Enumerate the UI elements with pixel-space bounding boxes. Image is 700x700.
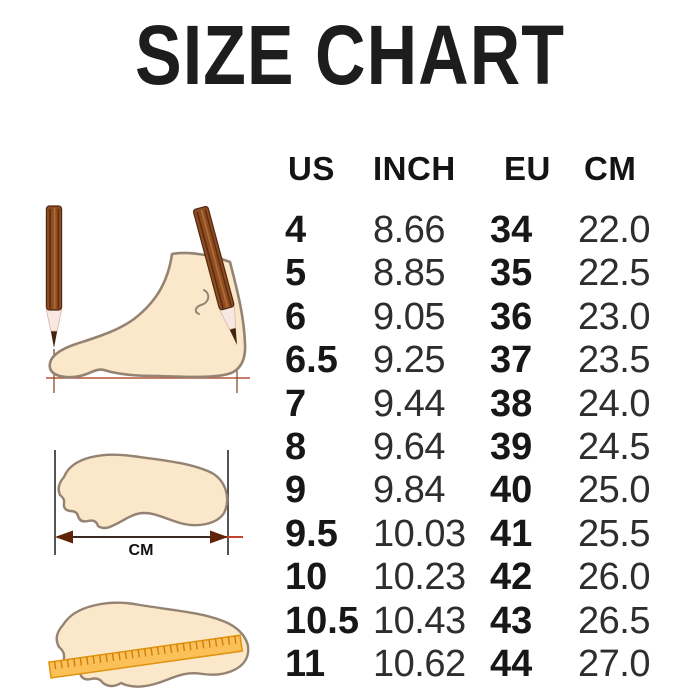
- table-row: 6 9.05 36 23.0: [285, 296, 685, 339]
- cell-cm: 26.0: [578, 556, 650, 599]
- table-row: 10.5 10.43 43 26.5: [285, 600, 685, 643]
- cell-inch: 9.25: [373, 339, 445, 382]
- table-row: 5 8.85 35 22.5: [285, 252, 685, 295]
- footprint-shape: [57, 453, 229, 530]
- foot-sole-ruler-icon: [25, 597, 275, 700]
- cell-inch: 8.66: [373, 209, 445, 251]
- page-title: SIZE CHART: [135, 8, 565, 102]
- cell-cm: 24.0: [578, 382, 650, 425]
- cell-eu: 36: [490, 295, 533, 338]
- cell-cm: 25.5: [578, 512, 650, 555]
- size-table: US INCH EU CM 4 8.66 34 22.0 5 8.85 35 2…: [285, 145, 685, 686]
- cell-inch: 10.62: [373, 642, 466, 685]
- header-us: US: [288, 150, 335, 187]
- cell-us: 11: [285, 642, 326, 685]
- cell-cm: 22.5: [578, 252, 650, 295]
- cell-cm: 22.0: [578, 209, 650, 251]
- foot-side-pencil-measure-icon: [8, 186, 284, 398]
- table-row: 9.5 10.03 41 25.5: [285, 513, 685, 556]
- ankle-line: [194, 289, 210, 315]
- arrow-head-left: [55, 530, 73, 544]
- ruler-band: [48, 634, 244, 679]
- ruler-icon: [48, 634, 244, 679]
- table-row: 9 9.84 40 25.0: [285, 469, 685, 512]
- foot-sole-cm-arrow-icon: CM: [20, 443, 255, 568]
- cell-us: 6.5: [285, 339, 338, 382]
- foot-side-shape: [48, 251, 247, 379]
- cell-inch: 10.23: [373, 556, 466, 599]
- cell-eu: 41: [490, 512, 533, 555]
- cell-eu: 42: [490, 556, 533, 599]
- cell-cm: 24.5: [578, 425, 650, 468]
- cell-us: 10: [285, 556, 328, 599]
- cell-us: 4: [285, 209, 307, 251]
- cell-us: 7: [285, 382, 307, 425]
- foot-cm-svg: CM: [54, 450, 243, 559]
- cell-eu: 43: [490, 599, 533, 642]
- table-header-row: US INCH EU CM: [285, 145, 685, 193]
- cell-us: 5: [285, 252, 307, 295]
- cell-us: 9: [285, 469, 307, 512]
- cm-label: CM: [129, 542, 154, 559]
- cell-inch: 9.84: [373, 469, 445, 512]
- cell-us: 6: [285, 295, 307, 338]
- arrow-head-right: [210, 530, 228, 544]
- cell-inch: 9.64: [373, 425, 445, 468]
- cell-us: 8: [285, 425, 307, 468]
- cell-eu: 35: [490, 252, 533, 295]
- cell-inch: 9.05: [373, 295, 445, 338]
- foot-ruler-svg: [48, 601, 250, 688]
- header-inch: INCH: [373, 150, 456, 187]
- table-row: 7 9.44 38 24.0: [285, 383, 685, 426]
- cell-eu: 34: [490, 209, 533, 251]
- pencil-left-icon: [45, 205, 63, 349]
- cell-eu: 38: [490, 382, 533, 425]
- cell-us: 10.5: [285, 599, 359, 642]
- table-row: 11 10.62 44 27.0: [285, 643, 685, 686]
- cell-inch: 8.85: [373, 252, 445, 295]
- cell-eu: 37: [490, 339, 533, 382]
- cell-eu: 44: [490, 642, 533, 685]
- cell-eu: 39: [490, 425, 533, 468]
- header-cm: CM: [584, 150, 637, 187]
- cell-cm: 23.0: [578, 295, 650, 338]
- foot-length-svg: [45, 204, 250, 393]
- cell-inch: 10.43: [373, 599, 466, 642]
- cell-cm: 25.0: [578, 469, 650, 512]
- cell-us: 9.5: [285, 512, 338, 555]
- table-row: 6.5 9.25 37 23.5: [285, 339, 685, 382]
- cell-cm: 26.5: [578, 599, 650, 642]
- cell-inch: 10.03: [373, 512, 466, 555]
- table-row: 4 8.66 34 22.0: [285, 209, 685, 252]
- cell-inch: 9.44: [373, 382, 445, 425]
- cell-cm: 27.0: [578, 642, 650, 685]
- table-row: 10 10.23 42 26.0: [285, 556, 685, 599]
- table-row: 8 9.64 39 24.5: [285, 426, 685, 469]
- header-eu: EU: [504, 150, 551, 187]
- cell-cm: 23.5: [578, 339, 650, 382]
- table-body: 4 8.66 34 22.0 5 8.85 35 22.5 6 9.05 36 …: [285, 209, 685, 686]
- cell-eu: 40: [490, 469, 533, 512]
